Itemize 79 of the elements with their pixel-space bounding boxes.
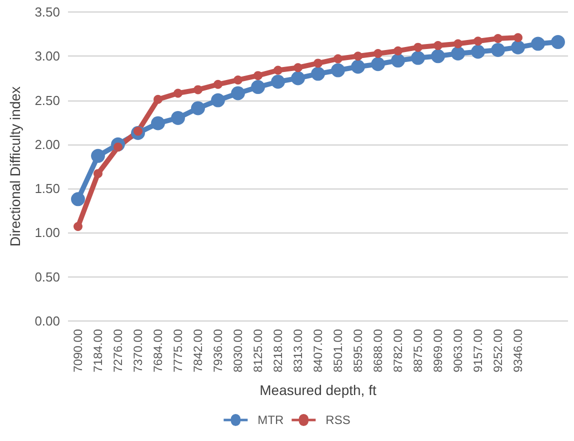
x-tick-label: 8501.00	[331, 328, 345, 372]
point	[351, 60, 365, 74]
point	[74, 222, 82, 232]
x-tick-label: 7775.00	[171, 328, 185, 372]
x-tick-label: 8688.00	[371, 328, 385, 372]
point	[271, 74, 285, 89]
point	[354, 52, 362, 61]
point	[294, 63, 302, 72]
point	[191, 101, 205, 116]
point	[94, 169, 102, 178]
point	[454, 39, 462, 48]
x-tick-label: 7276.00	[111, 328, 125, 372]
x-tick-label: 8782.00	[391, 328, 405, 372]
point	[211, 93, 225, 108]
point	[151, 116, 165, 130]
x-tick-label: 7184.00	[91, 328, 105, 372]
point	[431, 49, 445, 64]
x-tick-label: 9063.00	[451, 328, 465, 372]
point	[91, 148, 105, 163]
point	[531, 36, 545, 51]
point	[174, 88, 182, 98]
point	[251, 80, 265, 94]
point	[214, 80, 222, 89]
point	[411, 50, 425, 65]
x-tick-label: 8218.00	[271, 328, 285, 372]
point	[514, 33, 522, 42]
y-tick-label: 1.50	[34, 181, 60, 196]
y-tick-label: 2.50	[34, 92, 60, 108]
x-tick-label: 7684.00	[151, 328, 165, 372]
x-tick-label: 8407.00	[311, 328, 325, 372]
point	[291, 71, 305, 86]
point	[471, 44, 485, 59]
point	[71, 192, 85, 206]
point	[314, 58, 322, 68]
point	[414, 42, 422, 52]
point	[491, 42, 505, 57]
x-tick-label: 8313.00	[291, 328, 305, 372]
legend-label: RSS	[326, 413, 350, 427]
x-tick-label: 7936.00	[211, 328, 225, 372]
point	[511, 40, 525, 54]
x-tick-label: 7370.00	[131, 328, 145, 372]
point	[551, 35, 565, 50]
y-axis-title: Directional Difficulty index	[7, 86, 23, 247]
x-tick-label: 7842.00	[191, 328, 205, 372]
y-tick-label: 3.00	[34, 48, 60, 64]
point	[331, 63, 345, 78]
point	[194, 85, 202, 94]
point	[254, 71, 262, 80]
x-tick-label: 8125.00	[251, 328, 265, 372]
point	[374, 48, 382, 58]
y-tick-label: 0.50	[34, 269, 60, 284]
point	[371, 57, 385, 72]
x-tick-label: 8595.00	[351, 328, 365, 372]
point	[234, 75, 242, 84]
y-tick-label: 3.50	[34, 4, 60, 20]
point	[311, 66, 325, 81]
x-tick-label: 9346.00	[511, 328, 525, 372]
point	[231, 86, 245, 100]
y-tick-label: 1.00	[34, 225, 60, 240]
x-tick-label: 9252.00	[491, 328, 505, 372]
point	[334, 54, 342, 64]
point	[394, 46, 402, 56]
x-tick-label: 9157.00	[471, 328, 485, 372]
point	[274, 66, 282, 75]
point	[154, 94, 162, 104]
x-tick-label: 7090.00	[71, 328, 85, 372]
legend-label: MTR	[258, 413, 284, 427]
point	[474, 36, 482, 46]
x-tick-label: 8875.00	[411, 328, 425, 372]
x-axis-title: Measured depth, ft	[260, 382, 376, 398]
point	[391, 54, 405, 68]
y-tick-label: 0.00	[34, 314, 60, 328]
point	[451, 46, 465, 60]
x-tick-label: 8030.00	[231, 328, 245, 372]
y-tick-label: 2.00	[34, 136, 60, 152]
point	[494, 34, 502, 43]
x-tick-label: 8969.00	[431, 328, 445, 372]
point	[434, 41, 442, 50]
point	[171, 110, 185, 125]
